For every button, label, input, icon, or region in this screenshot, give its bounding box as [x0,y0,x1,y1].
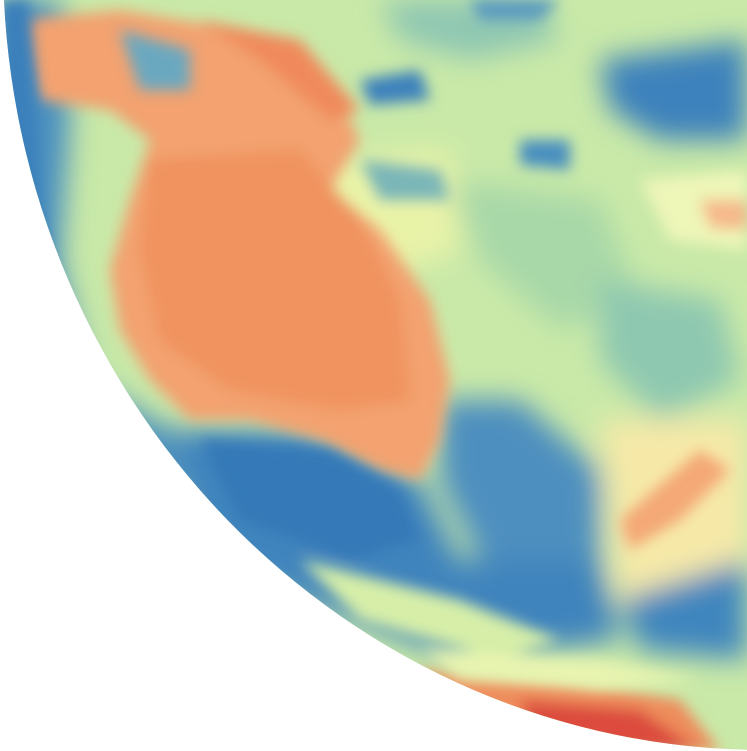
cool-details [3,0,747,690]
